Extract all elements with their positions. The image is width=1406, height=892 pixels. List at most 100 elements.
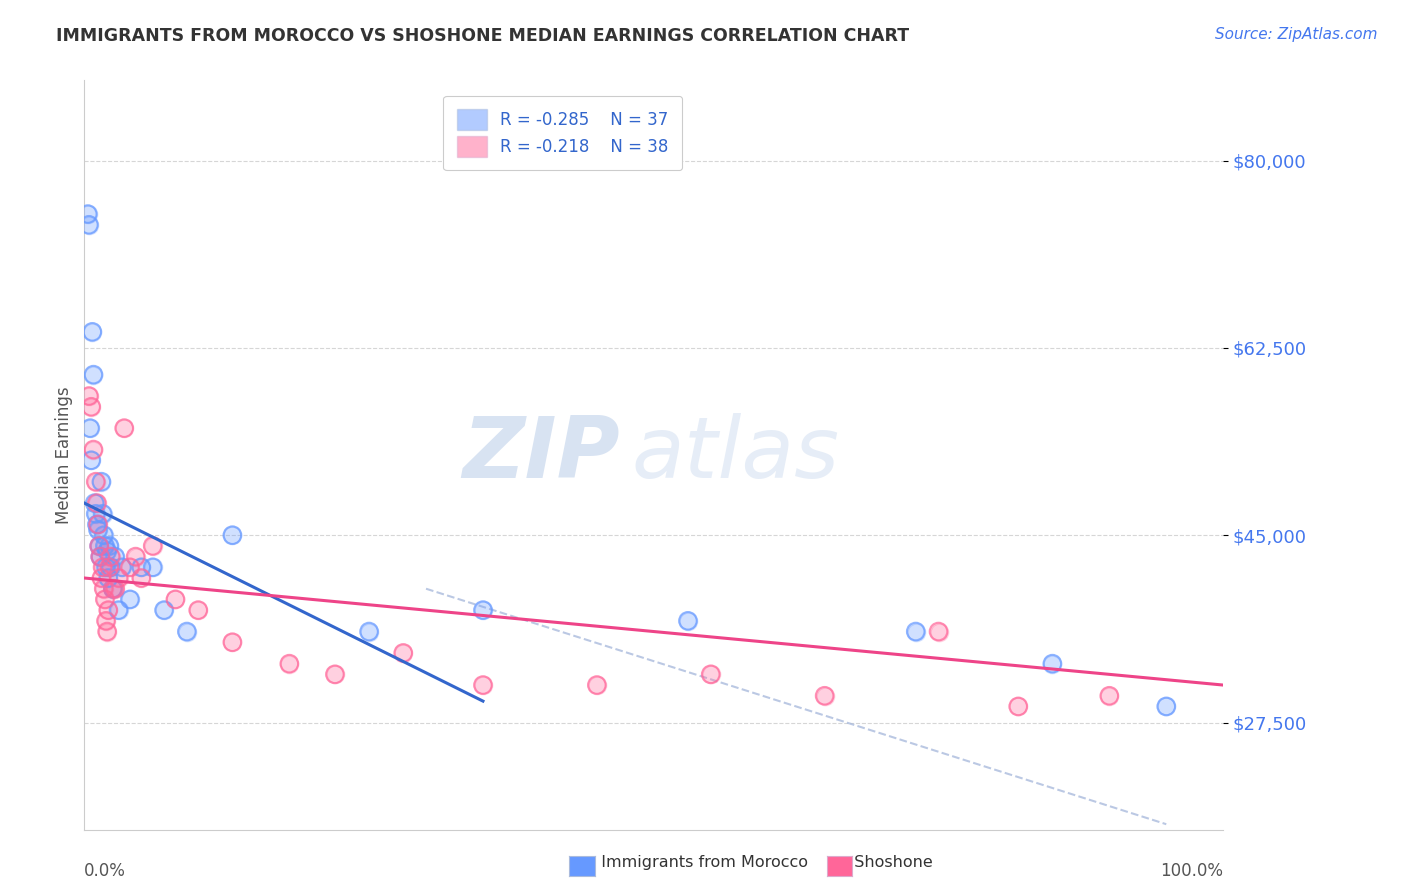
Point	[392, 646, 415, 660]
Point	[392, 646, 415, 660]
Point	[1098, 689, 1121, 703]
Point	[77, 389, 100, 403]
Point	[1098, 689, 1121, 703]
Point	[101, 582, 124, 596]
Point	[118, 560, 141, 574]
Point	[98, 560, 121, 574]
Point	[87, 523, 110, 537]
Point	[89, 539, 111, 553]
Point	[86, 496, 108, 510]
Point	[176, 624, 198, 639]
Point	[94, 614, 117, 628]
Point	[142, 560, 165, 574]
Point	[1156, 699, 1178, 714]
Point	[79, 421, 101, 435]
Point	[142, 539, 165, 553]
Point	[100, 560, 122, 574]
Point	[80, 453, 103, 467]
Point	[84, 475, 107, 489]
Point	[676, 614, 699, 628]
Point	[814, 689, 837, 703]
Point	[93, 528, 115, 542]
Point	[97, 571, 120, 585]
Point	[90, 475, 112, 489]
Point	[142, 560, 165, 574]
Point	[472, 678, 495, 692]
Point	[100, 549, 122, 564]
Point	[153, 603, 176, 617]
Point	[94, 539, 117, 553]
Point	[91, 507, 114, 521]
Point	[904, 624, 927, 639]
Point	[101, 582, 124, 596]
Point	[94, 560, 117, 574]
Point	[82, 368, 104, 382]
Point	[472, 678, 495, 692]
Point	[359, 624, 381, 639]
Point	[84, 507, 107, 521]
Point	[93, 528, 115, 542]
Point	[90, 571, 112, 585]
Point	[89, 539, 111, 553]
Point	[91, 560, 114, 574]
Point	[98, 539, 121, 553]
Point	[112, 421, 135, 435]
Text: atlas: atlas	[631, 413, 839, 497]
Point	[89, 549, 111, 564]
Point	[359, 624, 381, 639]
Point	[107, 603, 129, 617]
Point	[165, 592, 187, 607]
Point	[87, 517, 110, 532]
Point	[98, 560, 121, 574]
Point	[96, 544, 118, 558]
Point	[278, 657, 301, 671]
Point	[1042, 657, 1064, 671]
Point	[82, 325, 104, 339]
Point	[153, 603, 176, 617]
Point	[586, 678, 609, 692]
Point	[131, 560, 153, 574]
Point	[76, 207, 98, 221]
Point	[104, 582, 127, 596]
Point	[124, 549, 146, 564]
Point	[118, 592, 141, 607]
Point	[96, 544, 118, 558]
Text: IMMIGRANTS FROM MOROCCO VS SHOSHONE MEDIAN EARNINGS CORRELATION CHART: IMMIGRANTS FROM MOROCCO VS SHOSHONE MEDI…	[56, 27, 910, 45]
Point	[87, 517, 110, 532]
Point	[91, 560, 114, 574]
Point	[221, 635, 243, 649]
Point	[928, 624, 950, 639]
Text: Source: ZipAtlas.com: Source: ZipAtlas.com	[1215, 27, 1378, 42]
Point	[1156, 699, 1178, 714]
Point	[101, 582, 124, 596]
Point	[86, 517, 108, 532]
Point	[77, 389, 100, 403]
Point	[80, 400, 103, 414]
Point	[98, 539, 121, 553]
Point	[86, 517, 108, 532]
Point	[100, 549, 122, 564]
Point	[928, 624, 950, 639]
Point	[1042, 657, 1064, 671]
Point	[165, 592, 187, 607]
Point	[89, 549, 111, 564]
Point	[124, 549, 146, 564]
Point	[90, 475, 112, 489]
Point	[97, 571, 120, 585]
Point	[676, 614, 699, 628]
Point	[100, 560, 122, 574]
Text: Immigrants from Morocco: Immigrants from Morocco	[591, 855, 807, 870]
Point	[187, 603, 209, 617]
Point	[93, 582, 115, 596]
Point	[118, 560, 141, 574]
Point	[94, 560, 117, 574]
Point	[82, 442, 104, 457]
Point	[586, 678, 609, 692]
Point	[112, 421, 135, 435]
Y-axis label: Median Earnings: Median Earnings	[55, 386, 73, 524]
Point	[82, 442, 104, 457]
Point	[111, 560, 134, 574]
Point	[814, 689, 837, 703]
Point	[77, 218, 100, 232]
Point	[94, 614, 117, 628]
